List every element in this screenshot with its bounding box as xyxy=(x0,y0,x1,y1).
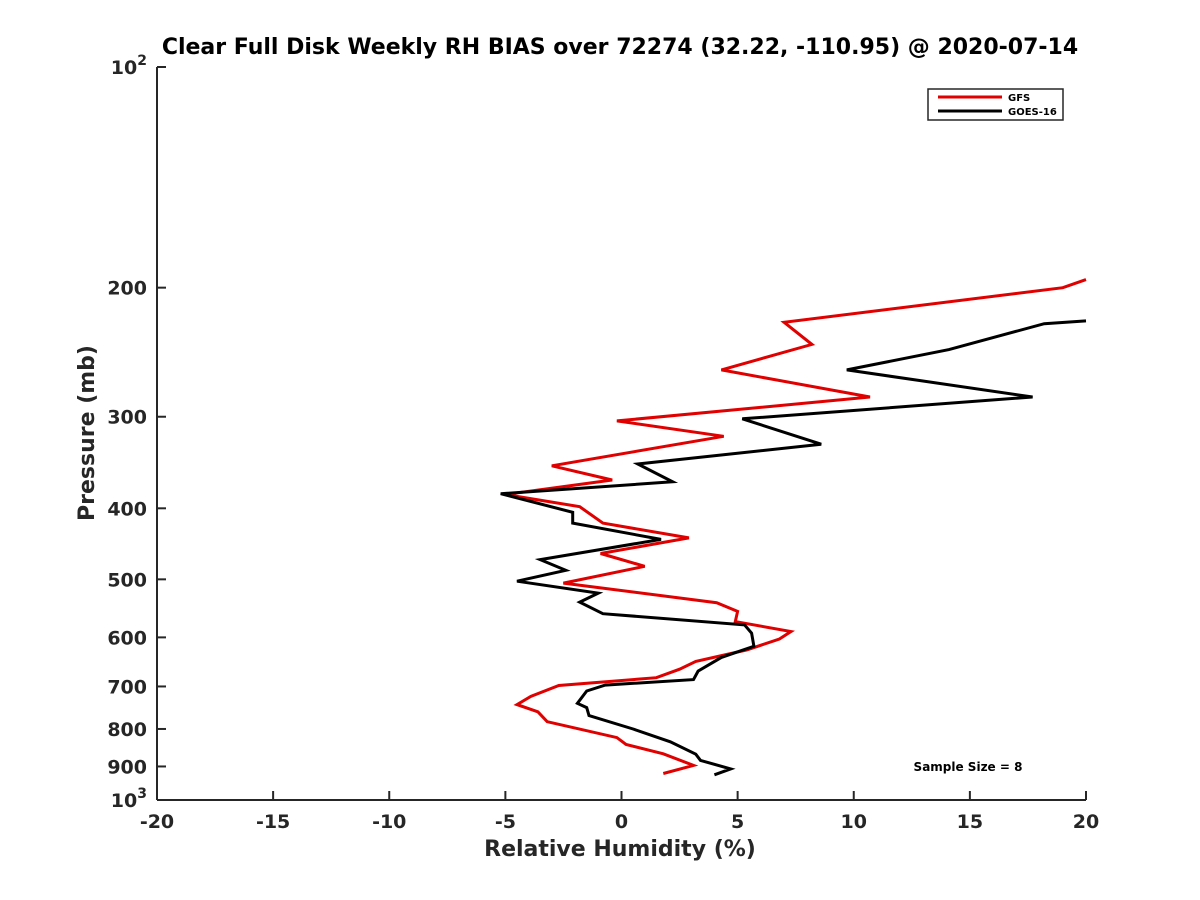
x-tick-label: 20 xyxy=(1073,811,1099,833)
y-tick-label: 103 xyxy=(111,786,147,812)
chart-title: Clear Full Disk Weekly RH BIAS over 7227… xyxy=(162,35,1078,60)
x-tick-label: 10 xyxy=(841,811,867,833)
tick-labels: -20 -15 -10 -5 0 5 10 15 20 102 200 300 400 500 600 700… xyxy=(107,53,1099,833)
y-tick-label: 102 xyxy=(111,53,147,79)
y-axis-label: Pressure (mb) xyxy=(75,345,100,521)
series-layer xyxy=(500,278,1087,777)
x-tick-label: -10 xyxy=(372,811,406,833)
y-tick-label: 500 xyxy=(107,569,147,591)
sample-size-annotation: Sample Size = 8 xyxy=(914,760,1023,774)
x-tick-label: -5 xyxy=(495,811,516,833)
y-tick-label: 700 xyxy=(107,676,147,698)
y-tick-label: 800 xyxy=(107,719,147,741)
legend-box xyxy=(927,88,1064,121)
legend-label: GFS xyxy=(1008,93,1030,104)
x-tick-label: 15 xyxy=(957,811,983,833)
x-axis-label: Relative Humidity (%) xyxy=(484,837,756,862)
y-tick-label: 200 xyxy=(107,278,147,300)
x-tick-label: 0 xyxy=(615,811,628,833)
plot-axes xyxy=(156,66,1087,801)
x-tick-label: -20 xyxy=(140,811,174,833)
y-tick-label: 300 xyxy=(107,407,147,429)
legend-label: GOES-16 xyxy=(1008,107,1057,118)
series-line-goes-16 xyxy=(500,319,1087,777)
series-line-gfs xyxy=(505,278,1087,775)
y-tick-label: 400 xyxy=(107,498,147,520)
y-tick-label: 600 xyxy=(107,627,147,649)
x-tick-label: 5 xyxy=(731,811,744,833)
legend: GFS GOES-16 xyxy=(927,88,1064,121)
x-tick-label: -15 xyxy=(256,811,290,833)
y-tick-label: 900 xyxy=(107,756,147,778)
